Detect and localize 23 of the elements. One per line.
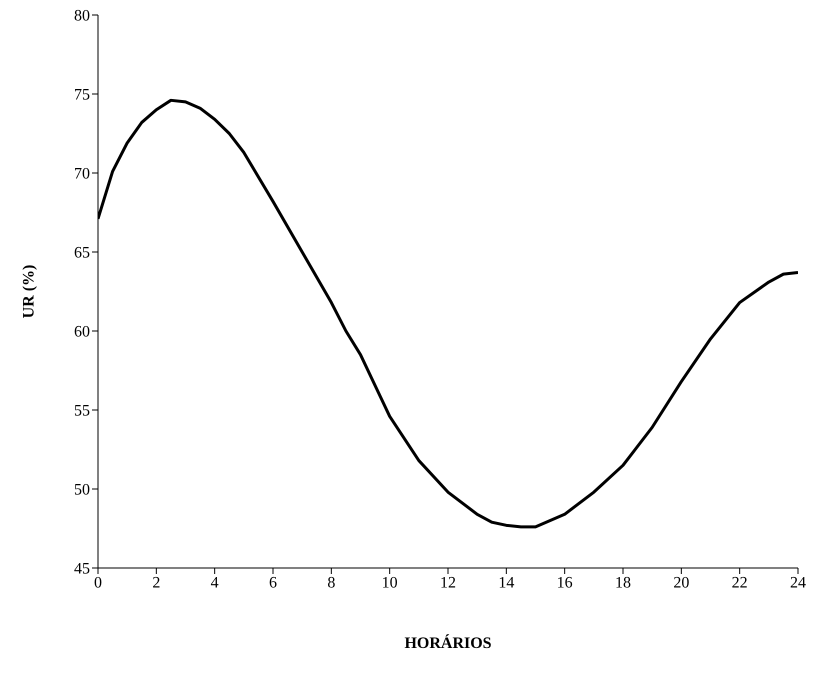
x-tick-label: 8 <box>327 574 336 592</box>
x-tick-label: 20 <box>673 574 690 592</box>
x-tick-label: 2 <box>152 574 160 592</box>
y-tick-label: 80 <box>74 8 90 25</box>
x-tick-label: 14 <box>498 574 514 592</box>
y-tick-label: 45 <box>74 560 90 578</box>
y-tick-label: 50 <box>74 482 90 499</box>
x-tick-label: 24 <box>790 574 806 592</box>
y-tick-label: 55 <box>74 402 90 420</box>
x-tick-label: 4 <box>210 574 219 592</box>
x-tick-label: 0 <box>94 574 102 592</box>
x-tick-label: 16 <box>556 574 573 592</box>
x-tick-label: 6 <box>269 574 277 592</box>
y-tick-label: 60 <box>74 324 90 341</box>
x-tick-label: 18 <box>615 574 631 592</box>
x-tick-label: 12 <box>440 574 456 592</box>
x-axis-title: HORÁRIOS <box>404 634 492 652</box>
y-tick-label: 65 <box>74 244 90 262</box>
y-tick-label: 70 <box>74 166 90 183</box>
y-axis-title: UR (%) <box>20 264 38 318</box>
x-tick-label: 10 <box>382 574 398 592</box>
y-tick-label: 75 <box>74 86 90 104</box>
x-tick-label: 22 <box>732 574 748 592</box>
